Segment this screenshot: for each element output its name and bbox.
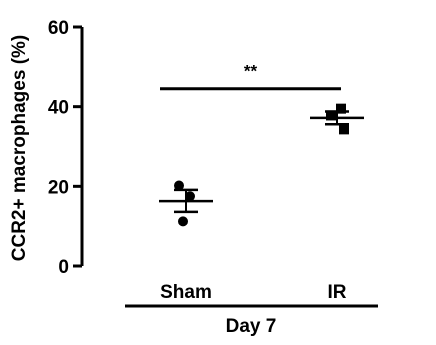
y-tick-label: 20	[48, 177, 69, 198]
y-tick-label: 40	[48, 98, 69, 119]
x-category-label: IR	[328, 282, 347, 303]
x-category-label: Sham	[160, 282, 212, 303]
group-label: Day 7	[226, 316, 277, 337]
data-point-circle	[174, 180, 184, 191]
plot-marks: **	[159, 62, 364, 227]
data-point-square	[339, 124, 349, 135]
data-point-circle	[185, 191, 195, 202]
series-sham	[159, 180, 213, 227]
y-tick-label: 0	[58, 257, 69, 278]
y-axis: 0 20 40 60	[48, 18, 84, 278]
data-point-square	[326, 110, 336, 121]
data-point-circle	[178, 216, 188, 227]
y-axis-label: CCR2+ macrophages (%)	[9, 35, 30, 261]
y-tick-label: 60	[48, 18, 69, 39]
data-point-square	[336, 103, 346, 114]
series-ir	[310, 103, 364, 135]
significance-label: **	[244, 62, 258, 81]
x-axis: Sham IR Day 7	[125, 282, 378, 337]
